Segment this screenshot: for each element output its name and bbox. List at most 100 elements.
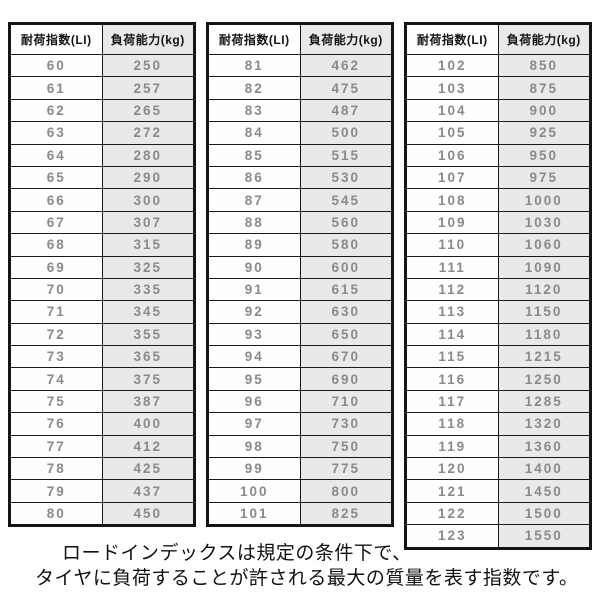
table-row: 88 560 bbox=[207, 210, 393, 235]
load-index-table-60-80: 耐荷指数(LI) 負荷能力(kg) 60 250 61 257 62 265 63 272 64 28… bbox=[8, 22, 196, 528]
table-row: 96 710 bbox=[207, 389, 393, 414]
load-index-cell: 94 bbox=[207, 345, 301, 369]
load-index-cell: 118 bbox=[405, 412, 499, 436]
header-row: 耐荷指数(LI) 負荷能力(kg) bbox=[405, 23, 591, 55]
table-row: 122 1500 bbox=[405, 501, 591, 526]
table-row: 92 630 bbox=[207, 300, 393, 324]
table-row: 110 1060 bbox=[405, 233, 591, 257]
table-row: 71 345 bbox=[9, 300, 195, 324]
load-capacity-header: 負荷能力(kg) bbox=[101, 23, 195, 55]
load-index-cell: 72 bbox=[9, 322, 103, 347]
table-row: 85 515 bbox=[207, 143, 393, 167]
load-capacity-cell: 515 bbox=[299, 143, 393, 167]
load-capacity-cell: 710 bbox=[299, 389, 393, 414]
load-capacity-cell: 345 bbox=[101, 300, 195, 324]
table-row: 118 1320 bbox=[405, 412, 591, 436]
load-index-cell: 105 bbox=[405, 121, 499, 145]
load-capacity-cell: 850 bbox=[497, 53, 591, 78]
load-index-cell: 116 bbox=[405, 367, 499, 391]
load-capacity-cell: 1285 bbox=[497, 389, 591, 414]
table-row: 103 875 bbox=[405, 76, 591, 100]
table-row: 83 487 bbox=[207, 98, 393, 123]
load-capacity-cell: 250 bbox=[101, 53, 195, 78]
load-capacity-cell: 375 bbox=[101, 367, 195, 391]
load-index-cell: 103 bbox=[405, 76, 499, 100]
table-row: 75 387 bbox=[9, 389, 195, 414]
load-index-header: 耐荷指数(LI) bbox=[405, 23, 499, 55]
load-index-cell: 112 bbox=[405, 277, 499, 302]
load-capacity-cell: 975 bbox=[497, 165, 591, 190]
table-row: 78 425 bbox=[9, 457, 195, 481]
caption-line-2: タイヤに負荷することが許される最大の質量を表す指数です。 bbox=[35, 568, 579, 589]
load-capacity-cell: 690 bbox=[299, 367, 393, 391]
load-index-cell: 93 bbox=[207, 322, 301, 347]
table-row: 81 462 bbox=[207, 53, 393, 78]
load-index-cell: 115 bbox=[405, 345, 499, 369]
load-index-cell: 65 bbox=[9, 165, 103, 190]
table-row: 66 300 bbox=[9, 188, 195, 212]
table-row: 77 412 bbox=[9, 434, 195, 459]
table-row: 80 450 bbox=[9, 501, 195, 527]
load-index-cell: 60 bbox=[9, 53, 103, 78]
load-capacity-cell: 1360 bbox=[497, 434, 591, 459]
load-index-cell: 101 bbox=[207, 501, 301, 527]
table-row: 90 600 bbox=[207, 255, 393, 279]
load-index-cell: 122 bbox=[405, 501, 499, 526]
load-index-cell: 110 bbox=[405, 233, 499, 257]
table-row: 65 290 bbox=[9, 165, 195, 190]
load-capacity-cell: 1550 bbox=[497, 524, 591, 549]
load-capacity-cell: 437 bbox=[101, 479, 195, 503]
load-index-cell: 120 bbox=[405, 457, 499, 481]
load-index-cell: 80 bbox=[9, 501, 103, 527]
table-row: 93 650 bbox=[207, 322, 393, 347]
table-row: 63 272 bbox=[9, 121, 195, 145]
load-index-table-102-123: 耐荷指数(LI) 負荷能力(kg) 102 850 103 875 104 900 105 925… bbox=[404, 22, 592, 550]
load-index-cell: 92 bbox=[207, 300, 301, 324]
table-row: 64 280 bbox=[9, 143, 195, 167]
load-capacity-cell: 1150 bbox=[497, 300, 591, 324]
table-row: 121 1450 bbox=[405, 479, 591, 503]
table-row: 62 265 bbox=[9, 98, 195, 123]
load-index-header: 耐荷指数(LI) bbox=[207, 23, 301, 55]
caption-line-1: ロードインデックスは規定の条件下で、 bbox=[62, 543, 412, 564]
load-index-cell: 82 bbox=[207, 76, 301, 100]
table-row: 86 530 bbox=[207, 165, 393, 190]
table-row: 120 1400 bbox=[405, 457, 591, 481]
load-index-cell: 114 bbox=[405, 322, 499, 347]
table-row: 67 307 bbox=[9, 210, 195, 235]
caption: ロードインデックスは規定の条件下で、 タイヤに負荷することが許される最大の質量を… bbox=[35, 541, 579, 591]
load-index-cell: 121 bbox=[405, 479, 499, 503]
tables-row: 耐荷指数(LI) 負荷能力(kg) 60 250 61 257 62 265 63 272 64 28… bbox=[8, 22, 592, 550]
load-capacity-cell: 1250 bbox=[497, 367, 591, 391]
load-index-cell: 81 bbox=[207, 53, 301, 78]
table-row: 73 365 bbox=[9, 345, 195, 369]
table-row: 116 1250 bbox=[405, 367, 591, 391]
load-index-cell: 66 bbox=[9, 188, 103, 212]
load-capacity-cell: 475 bbox=[299, 76, 393, 100]
load-capacity-cell: 272 bbox=[101, 121, 195, 145]
table-row: 123 1550 bbox=[405, 524, 591, 549]
table-row: 60 250 bbox=[9, 53, 195, 78]
load-capacity-cell: 1320 bbox=[497, 412, 591, 436]
load-capacity-cell: 950 bbox=[497, 143, 591, 167]
load-capacity-cell: 1400 bbox=[497, 457, 591, 481]
table-row: 95 690 bbox=[207, 367, 393, 391]
table-row: 72 355 bbox=[9, 322, 195, 347]
load-index-cell: 97 bbox=[207, 412, 301, 436]
load-capacity-cell: 560 bbox=[299, 210, 393, 235]
load-index-cell: 96 bbox=[207, 389, 301, 414]
table-row: 109 1030 bbox=[405, 210, 591, 235]
load-index-cell: 89 bbox=[207, 233, 301, 257]
load-capacity-cell: 387 bbox=[101, 389, 195, 414]
load-capacity-cell: 315 bbox=[101, 233, 195, 257]
load-index-cell: 87 bbox=[207, 188, 301, 212]
table-row: 68 315 bbox=[9, 233, 195, 257]
load-index-cell: 71 bbox=[9, 300, 103, 324]
load-index-cell: 86 bbox=[207, 165, 301, 190]
load-index-cell: 75 bbox=[9, 389, 103, 414]
load-capacity-cell: 750 bbox=[299, 434, 393, 459]
load-index-cell: 95 bbox=[207, 367, 301, 391]
load-index-cell: 109 bbox=[405, 210, 499, 235]
table-row: 91 615 bbox=[207, 277, 393, 302]
load-index-cell: 113 bbox=[405, 300, 499, 324]
